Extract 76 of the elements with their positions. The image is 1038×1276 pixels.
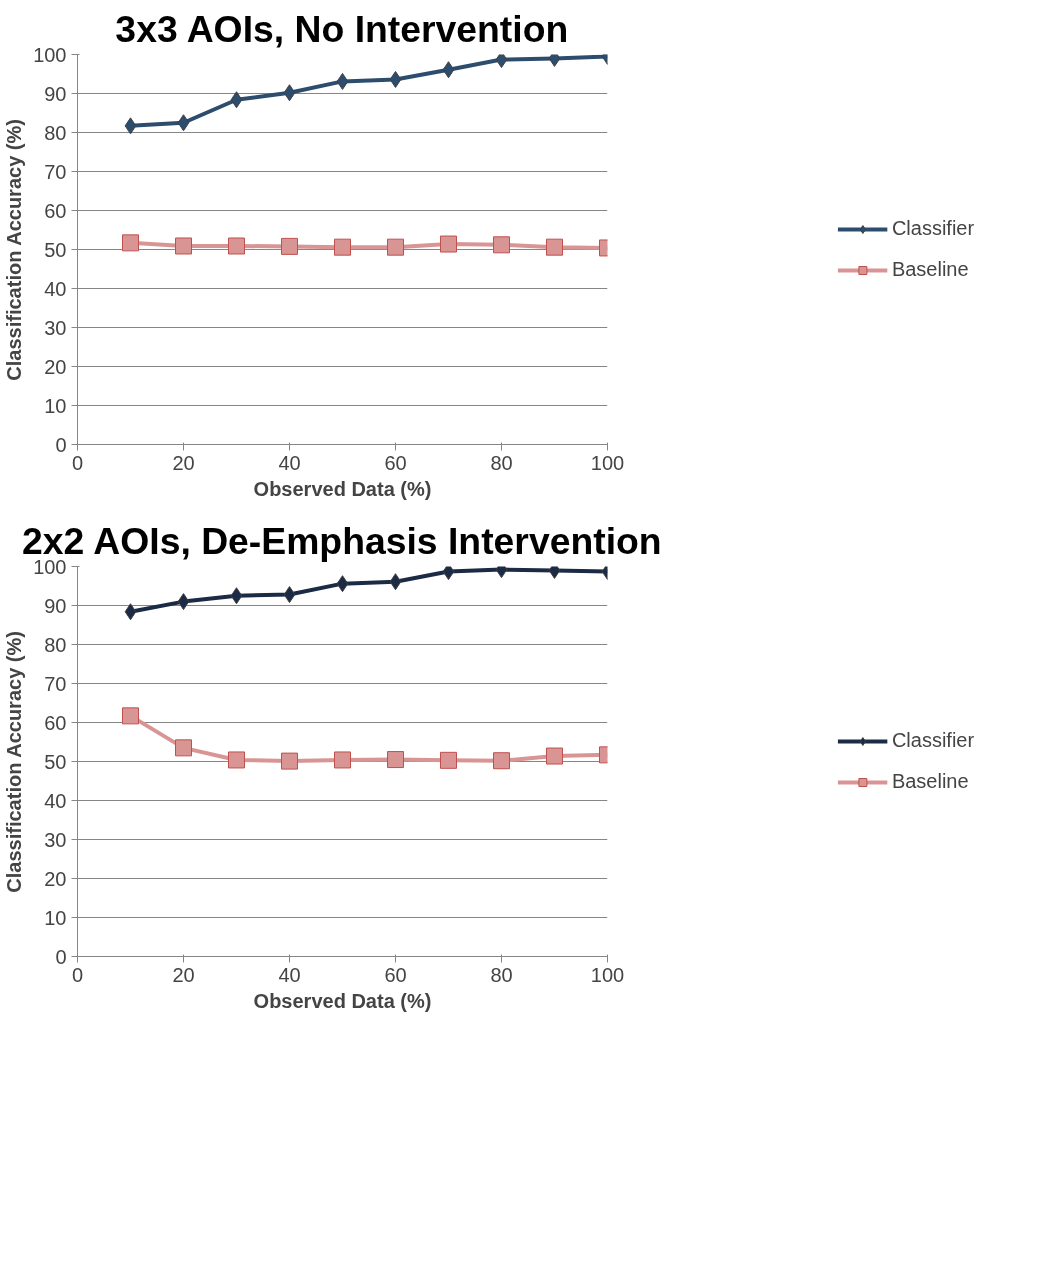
- y-tick-label: 0: [55, 433, 67, 456]
- x-tick-label: 0: [71, 451, 84, 474]
- point: [283, 586, 296, 604]
- point: [389, 573, 402, 591]
- point: [175, 237, 192, 255]
- point: [334, 751, 351, 769]
- point: [230, 91, 243, 109]
- point: [334, 238, 351, 256]
- y-tick-label: 90: [44, 594, 67, 617]
- point: [387, 238, 404, 256]
- x-tick-label: 20: [172, 963, 195, 986]
- y-tick-label: 50: [44, 238, 67, 261]
- y-tick-label: 90: [44, 82, 67, 105]
- point: [122, 234, 139, 252]
- point: [546, 238, 563, 256]
- legend-label: Classifier: [891, 217, 975, 240]
- x-tick-label: 60: [384, 451, 407, 474]
- legend-label: Classifier: [891, 729, 975, 752]
- legend-label: Baseline: [891, 258, 969, 281]
- x-tick-label: 80: [490, 963, 513, 986]
- x-tick-label: 40: [278, 963, 301, 986]
- point: [546, 747, 563, 765]
- x-tick-label: 0: [71, 963, 84, 986]
- y-tick-label: 20: [44, 355, 67, 378]
- y-tick-label: 40: [44, 789, 67, 812]
- x-tick-label: 20: [172, 451, 195, 474]
- y-tick-label: 60: [44, 199, 67, 222]
- y-tick-label: 70: [44, 672, 67, 695]
- point: [228, 237, 245, 255]
- point: [442, 566, 455, 581]
- x-tick-label: 60: [384, 963, 407, 986]
- x-tick-label: 40: [278, 451, 301, 474]
- y-tick-label: 80: [44, 121, 67, 144]
- y-tick-label: 80: [44, 633, 67, 656]
- point: [495, 54, 508, 69]
- point: [124, 603, 137, 621]
- y-tick-label: 0: [55, 945, 67, 968]
- chart-title: 3x3 AOIs, No Intervention: [115, 7, 569, 50]
- y-tick-label: 20: [44, 867, 67, 890]
- point: [440, 751, 457, 769]
- point: [177, 593, 190, 611]
- legend-label: Baseline: [891, 770, 969, 793]
- x-axis-title: Observed Data (%): [253, 477, 432, 500]
- x-tick-label: 80: [490, 451, 513, 474]
- y-tick-label: 100: [33, 43, 67, 66]
- point: [387, 751, 404, 769]
- point: [281, 237, 298, 255]
- y-axis-title: Classification Accuracy (%): [3, 119, 26, 381]
- point: [122, 707, 139, 725]
- point: [493, 236, 510, 254]
- y-tick-label: 10: [44, 906, 67, 929]
- point: [283, 84, 296, 102]
- point: [389, 70, 402, 88]
- point: [336, 575, 349, 593]
- y-tick-label: 30: [44, 316, 67, 339]
- y-tick-label: 50: [44, 750, 67, 773]
- point: [230, 587, 243, 605]
- y-axis-title: Classification Accuracy (%): [3, 631, 26, 893]
- y-tick-label: 40: [44, 277, 67, 300]
- point: [177, 114, 190, 132]
- point: [281, 752, 298, 770]
- point: [336, 72, 349, 90]
- point: [175, 739, 192, 757]
- x-tick-label: 100: [590, 451, 625, 474]
- x-tick-label: 100: [590, 963, 625, 986]
- y-tick-label: 30: [44, 828, 67, 851]
- y-tick-label: 60: [44, 711, 67, 734]
- point: [228, 751, 245, 769]
- y-tick-label: 70: [44, 160, 67, 183]
- y-tick-label: 100: [33, 555, 67, 578]
- x-axis-title: Observed Data (%): [253, 989, 432, 1012]
- point: [493, 752, 510, 770]
- y-tick-label: 10: [44, 394, 67, 417]
- point: [442, 61, 455, 79]
- point: [440, 235, 457, 253]
- point: [124, 117, 137, 135]
